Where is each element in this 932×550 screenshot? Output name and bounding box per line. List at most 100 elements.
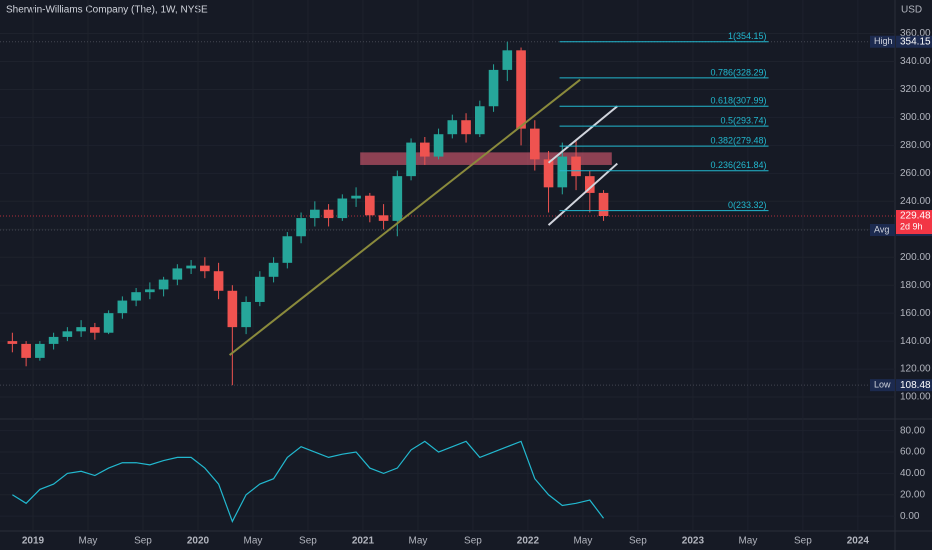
fib-label: 0.786(328.29) [710, 67, 766, 77]
candle-body [420, 142, 430, 157]
candle-body [131, 292, 141, 301]
candle-body [474, 106, 485, 135]
marker-name: Low [874, 380, 891, 390]
candle-body [557, 156, 568, 188]
candle-body [584, 176, 595, 193]
fib-label: 0.382(279.48) [710, 135, 766, 145]
y-tick-label: 340.00 [900, 56, 931, 67]
marker-value-box [896, 35, 932, 48]
currency: USD [901, 5, 922, 16]
x-tick-label: Sep [629, 536, 647, 547]
candle-body [323, 209, 334, 219]
candle-body [213, 271, 224, 291]
candle-body [227, 290, 238, 328]
x-tick-label: May [244, 536, 263, 547]
candle-body [351, 195, 361, 199]
y-tick-label: 60.00 [900, 447, 925, 458]
y-tick-label: 300.00 [900, 112, 931, 123]
y-tick-label: 40.00 [900, 468, 925, 479]
y-tick-label: 140.00 [900, 336, 931, 347]
fib-label: 0.618(307.99) [710, 96, 766, 106]
candle-body [337, 198, 348, 219]
x-tick-label: 2022 [517, 536, 540, 547]
fib-label: 0(233.32) [728, 200, 767, 210]
y-tick-label: 320.00 [900, 84, 931, 95]
last-price-box [896, 210, 932, 235]
candle-body [488, 69, 499, 107]
candle-body [186, 265, 196, 269]
candle-body [90, 327, 100, 333]
x-tick-label: May [738, 536, 757, 547]
chart-title: Sherwin-Williams Company (The), 1W, NYSE [6, 5, 208, 16]
candle-body [241, 301, 251, 328]
candle-body [21, 343, 31, 358]
x-tick-label: 2024 [847, 536, 870, 547]
candle-body [62, 331, 73, 337]
y-tick-label: 100.00 [900, 392, 931, 403]
y-tick-label: 0.00 [900, 511, 920, 522]
marker-value: 108.48 [900, 380, 931, 391]
trend-line [547, 162, 618, 226]
candle-body [268, 262, 279, 277]
x-tick-label: Sep [794, 536, 812, 547]
x-tick-label: May [408, 536, 427, 547]
marker-name: Avg [874, 224, 889, 234]
candle-body [158, 279, 169, 290]
candle-body [200, 265, 210, 272]
y-tick-label: 260.00 [900, 168, 931, 179]
candle-body [392, 176, 403, 221]
candle-body [433, 134, 444, 157]
fib-label: 0.236(261.84) [710, 160, 766, 170]
marker-name: High [874, 36, 893, 46]
countdown: 2d 9h [900, 221, 923, 231]
x-tick-label: May [79, 536, 98, 547]
marker-name-box [870, 379, 895, 392]
candle-body [406, 142, 416, 177]
candle-body [529, 128, 540, 160]
trend-line [547, 105, 618, 164]
x-tick-label: May [573, 536, 592, 547]
y-tick-label: 280.00 [900, 140, 931, 151]
x-tick-label: Sep [134, 536, 152, 547]
fib-label: 0.5(293.74) [720, 116, 766, 126]
candle-body [598, 192, 609, 217]
y-tick-label: 200.00 [900, 252, 931, 263]
candle-body [543, 159, 554, 188]
marker-value: 354.15 [900, 36, 931, 47]
candle-body [172, 268, 183, 280]
trend-line [228, 78, 581, 356]
x-tick-label: Sep [299, 536, 317, 547]
last-price: 229.48 [900, 211, 931, 222]
candle-body [296, 218, 306, 237]
candle-body [103, 313, 114, 333]
y-tick-label: 240.00 [900, 196, 931, 207]
candle-body [516, 50, 526, 129]
y-tick-label: 120.00 [900, 364, 931, 375]
y-tick-label: 80.00 [900, 425, 925, 436]
candle-body [447, 120, 458, 135]
marker-name-box [870, 35, 895, 48]
candle-body [76, 327, 86, 332]
x-tick-label: Sep [464, 536, 482, 547]
y-tick-label: 180.00 [900, 280, 931, 291]
indicator-line [12, 440, 605, 523]
candle-body [502, 50, 513, 70]
y-tick-label: 160.00 [900, 308, 931, 319]
marker-name-box [870, 224, 895, 237]
x-tick-label: 2021 [352, 536, 375, 547]
x-tick-label: 2023 [682, 536, 705, 547]
candle-body [35, 343, 45, 358]
candle-body [282, 236, 293, 263]
candle-body [461, 120, 471, 135]
candle-body [145, 289, 155, 293]
candle-body [7, 341, 18, 344]
candle-body [310, 209, 320, 219]
fib-label: 1(354.15) [728, 31, 767, 41]
candle-body [117, 300, 128, 314]
x-tick-label: 2019 [22, 536, 45, 547]
candle-body [365, 195, 375, 216]
y-tick-label: 360.00 [900, 28, 931, 39]
marker-value-box [896, 379, 932, 392]
candle-body [48, 336, 59, 344]
